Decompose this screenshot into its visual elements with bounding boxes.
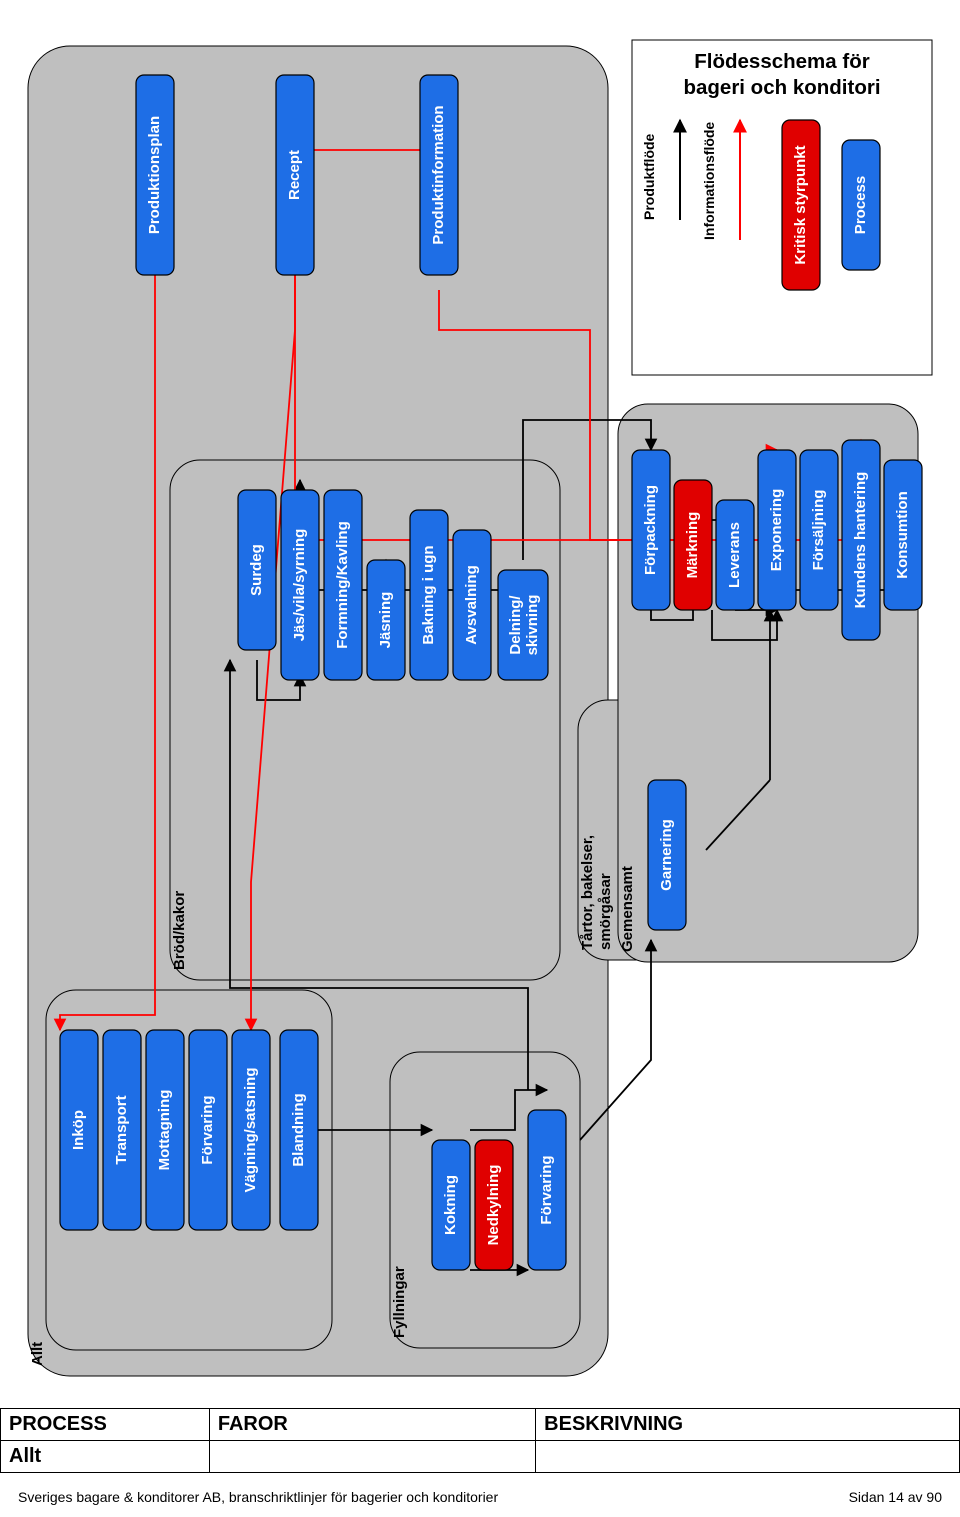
node-formning-label: Formning/Kavling bbox=[334, 521, 351, 649]
node-blandning-label: Blandning bbox=[290, 1093, 307, 1166]
gemen-label: Gemensamt bbox=[619, 866, 636, 952]
svg-text:skivning: skivning bbox=[524, 595, 541, 656]
node-vagning-label: Vägning/satsning bbox=[242, 1067, 259, 1192]
node-mottag-label: Mottagning bbox=[156, 1090, 173, 1171]
table-header: BESKRIVNING bbox=[536, 1409, 960, 1441]
node-jasning-label: Jäsning bbox=[377, 592, 394, 649]
node-forvaring1-label: Förvaring bbox=[199, 1095, 216, 1164]
node-kokning-label: Kokning bbox=[442, 1175, 459, 1235]
svg-text:Delning/: Delning/ bbox=[507, 595, 524, 655]
page-footer: Sveriges bagare & konditorer AB, bransch… bbox=[18, 1489, 942, 1505]
node-jasvila-label: Jäs/vila/syrning bbox=[291, 529, 308, 642]
footer-right: Sidan 14 av 90 bbox=[849, 1489, 942, 1505]
node-forpack-label: Förpackning bbox=[642, 485, 659, 575]
legend-info-label: Informationsflöde bbox=[701, 122, 717, 240]
table-header: PROCESS bbox=[1, 1409, 210, 1441]
table-cell bbox=[536, 1441, 960, 1473]
allt-label: Allt bbox=[29, 1342, 46, 1366]
node-produktinfo-label: Produktinformation bbox=[430, 105, 447, 244]
footer-left: Sveriges bagare & konditorer AB, bransch… bbox=[18, 1489, 498, 1505]
node-exponering-label: Exponering bbox=[768, 489, 785, 572]
table-cell: Allt bbox=[1, 1441, 210, 1473]
svg-text:Process: Process bbox=[852, 176, 869, 234]
node-inkop-label: Inköp bbox=[70, 1110, 87, 1150]
legend-product-label: Produktflöde bbox=[641, 133, 657, 220]
tartor-label: Tårtor, bakelser, bbox=[579, 835, 596, 950]
brod-label: Bröd/kakor bbox=[171, 891, 188, 970]
node-konsumtion-label: Konsumtion bbox=[894, 491, 911, 579]
node-kundhant-label: Kundens hantering bbox=[852, 472, 869, 609]
svg-text:smörgåsar: smörgåsar bbox=[597, 873, 614, 950]
node-avsvalning-label: Avsvalning bbox=[463, 565, 480, 644]
node-nedkylning-label: Nedkylning bbox=[485, 1165, 502, 1246]
node-recept-label: Recept bbox=[286, 150, 303, 200]
node-surdeg-label: Surdeg bbox=[248, 544, 265, 596]
table-cell bbox=[209, 1441, 535, 1473]
node-leverans-label: Leverans bbox=[726, 522, 743, 588]
legend-title-1: Flödesschema för bbox=[694, 50, 869, 73]
process-table: PROCESSFARORBESKRIVNING Allt bbox=[0, 1408, 960, 1473]
legend-title-2: bageri och konditori bbox=[683, 76, 880, 99]
node-transport-label: Transport bbox=[113, 1095, 130, 1164]
fyll-label: Fyllningar bbox=[391, 1266, 408, 1338]
node-markning-label: Märkning bbox=[684, 512, 701, 579]
node-forvaring2-label: Förvaring bbox=[538, 1155, 555, 1224]
flowchart-diagram: Allt Bröd/kakor Fyllningar Tårtor, bakelser… bbox=[0, 0, 960, 1400]
node-bakning-label: Bakning i ugn bbox=[420, 545, 437, 644]
table-header: FAROR bbox=[209, 1409, 535, 1441]
node-garnering-label: Garnering bbox=[658, 819, 675, 891]
svg-text:Kritisk styrpunkt: Kritisk styrpunkt bbox=[792, 145, 809, 264]
node-produktionsplan-label: Produktionsplan bbox=[146, 116, 163, 234]
node-forsaljning-label: Försäljning bbox=[810, 490, 827, 571]
